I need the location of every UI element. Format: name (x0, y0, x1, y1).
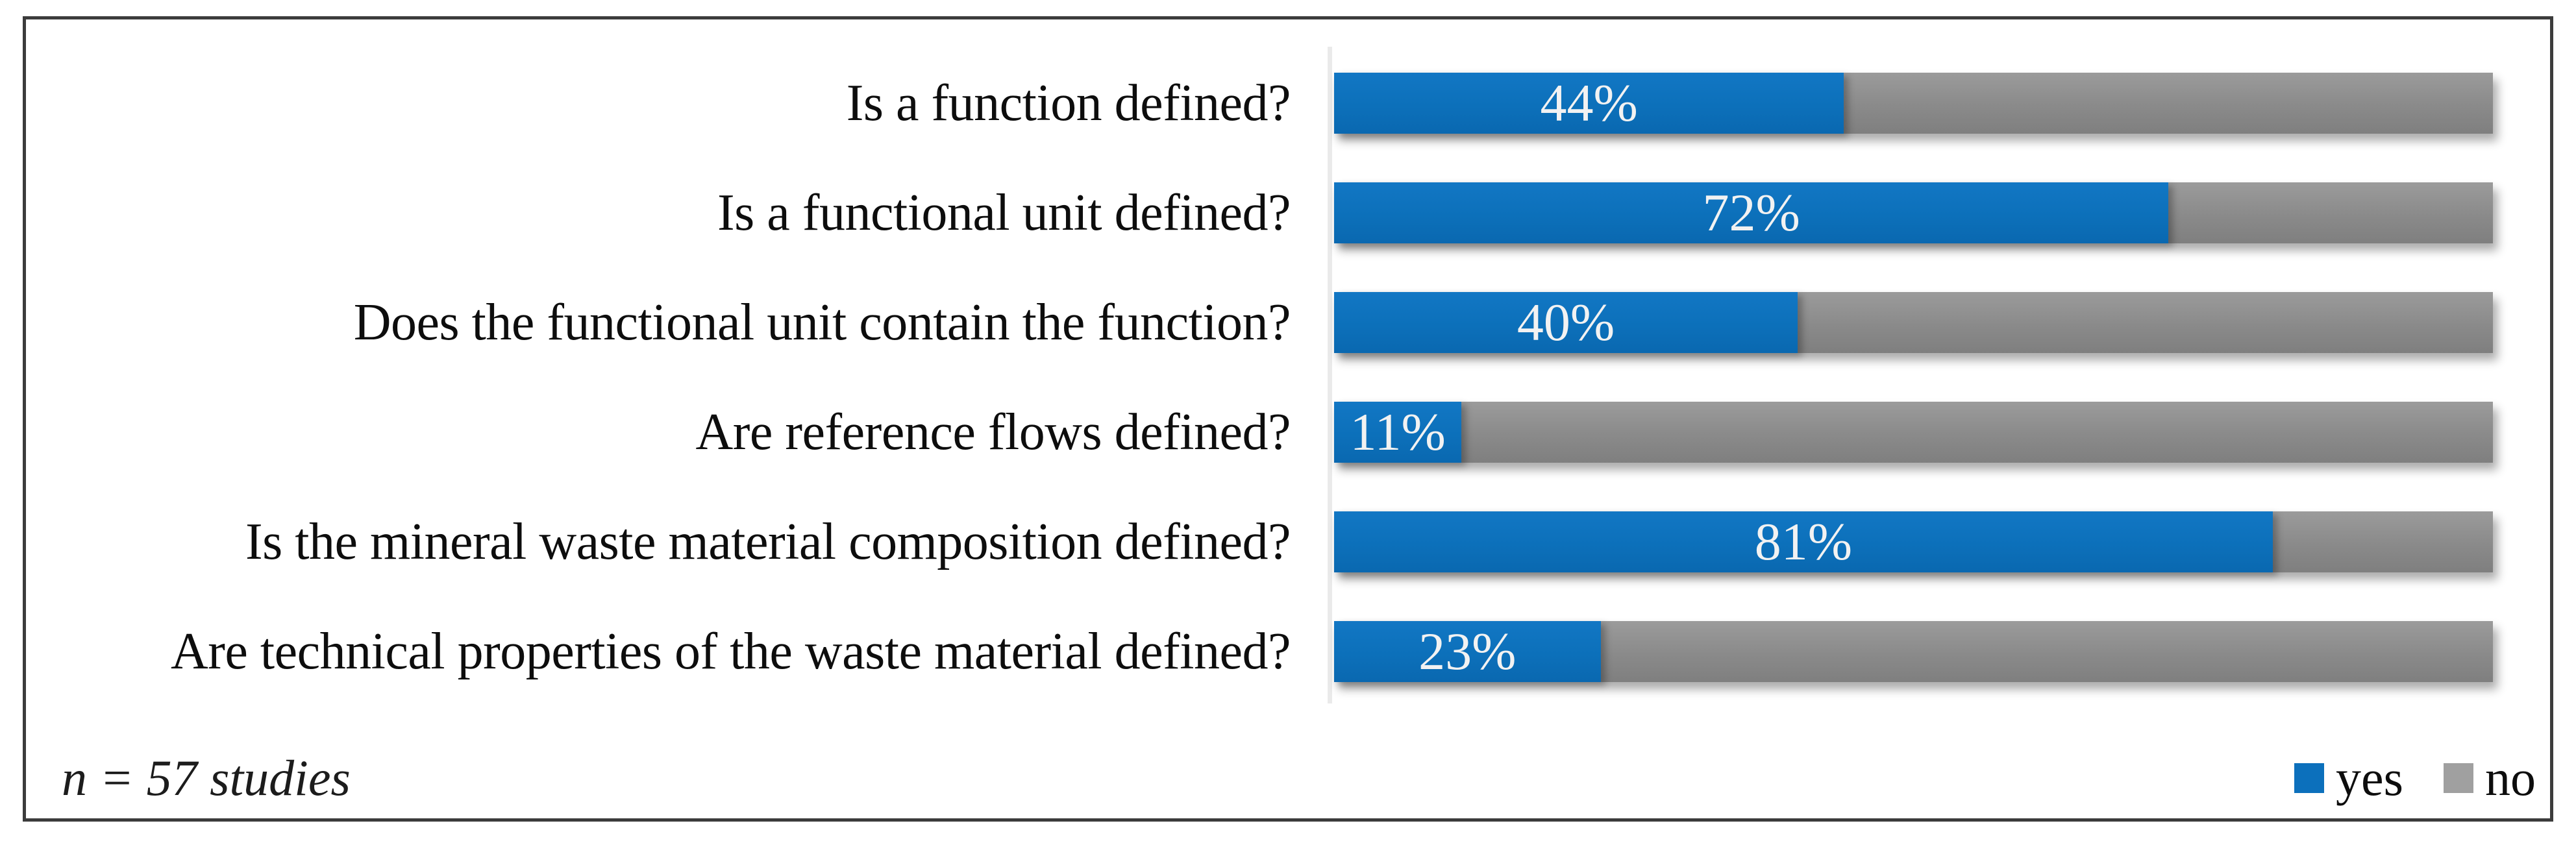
sample-size-note: n = 57 studies (62, 750, 351, 806)
bar-track-no: 11% (1334, 402, 2493, 463)
chart-row: Is a functional unit defined? 72% (0, 182, 2576, 243)
bar-track-no: 40% (1334, 292, 2493, 353)
chart-row: Does the functional unit contain the fun… (0, 292, 2576, 353)
bar-value-label: 81% (1754, 512, 1853, 571)
category-label: Is a functional unit defined? (717, 184, 1291, 241)
legend: yes no (2294, 748, 2536, 809)
bar-track-no: 44% (1334, 73, 2493, 134)
bar-segment-yes: 40% (1334, 292, 1798, 353)
bar-segment-yes: 72% (1334, 182, 2169, 243)
category-label: Is a function defined? (846, 74, 1291, 132)
legend-swatch-no-icon (2444, 763, 2473, 793)
bar-segment-yes: 23% (1334, 621, 1601, 682)
category-label: Does the functional unit contain the fun… (353, 293, 1291, 351)
bar-value-label: 44% (1540, 73, 1638, 132)
bar-segment-yes: 44% (1334, 73, 1844, 134)
category-label: Are technical properties of the waste ma… (171, 622, 1291, 680)
bar-value-label: 72% (1702, 183, 1800, 242)
axis-line (1328, 47, 1332, 703)
chart-row: Is the mineral waste material compositio… (0, 511, 2576, 572)
legend-swatch-yes-icon (2294, 763, 2325, 793)
chart-row: Are reference flows defined? 11% (0, 402, 2576, 463)
legend-item-no: no (2444, 749, 2536, 807)
chart-row: Are technical properties of the waste ma… (0, 621, 2576, 682)
bar-track-no: 81% (1334, 511, 2493, 572)
bar-value-label: 11% (1350, 402, 1446, 461)
bar-track-no: 72% (1334, 182, 2493, 243)
bar-segment-yes: 81% (1334, 511, 2273, 572)
chart-row: Is a function defined? 44% (0, 73, 2576, 134)
category-label: Is the mineral waste material compositio… (245, 513, 1291, 570)
bar-track-no: 23% (1334, 621, 2493, 682)
legend-item-yes: yes (2294, 749, 2403, 807)
bar-segment-yes: 11% (1334, 402, 1462, 463)
bar-value-label: 40% (1517, 293, 1615, 352)
bar-value-label: 23% (1418, 622, 1517, 681)
legend-label-yes: yes (2336, 750, 2403, 806)
legend-label-no: no (2485, 750, 2536, 806)
category-label: Are reference flows defined? (695, 403, 1291, 461)
